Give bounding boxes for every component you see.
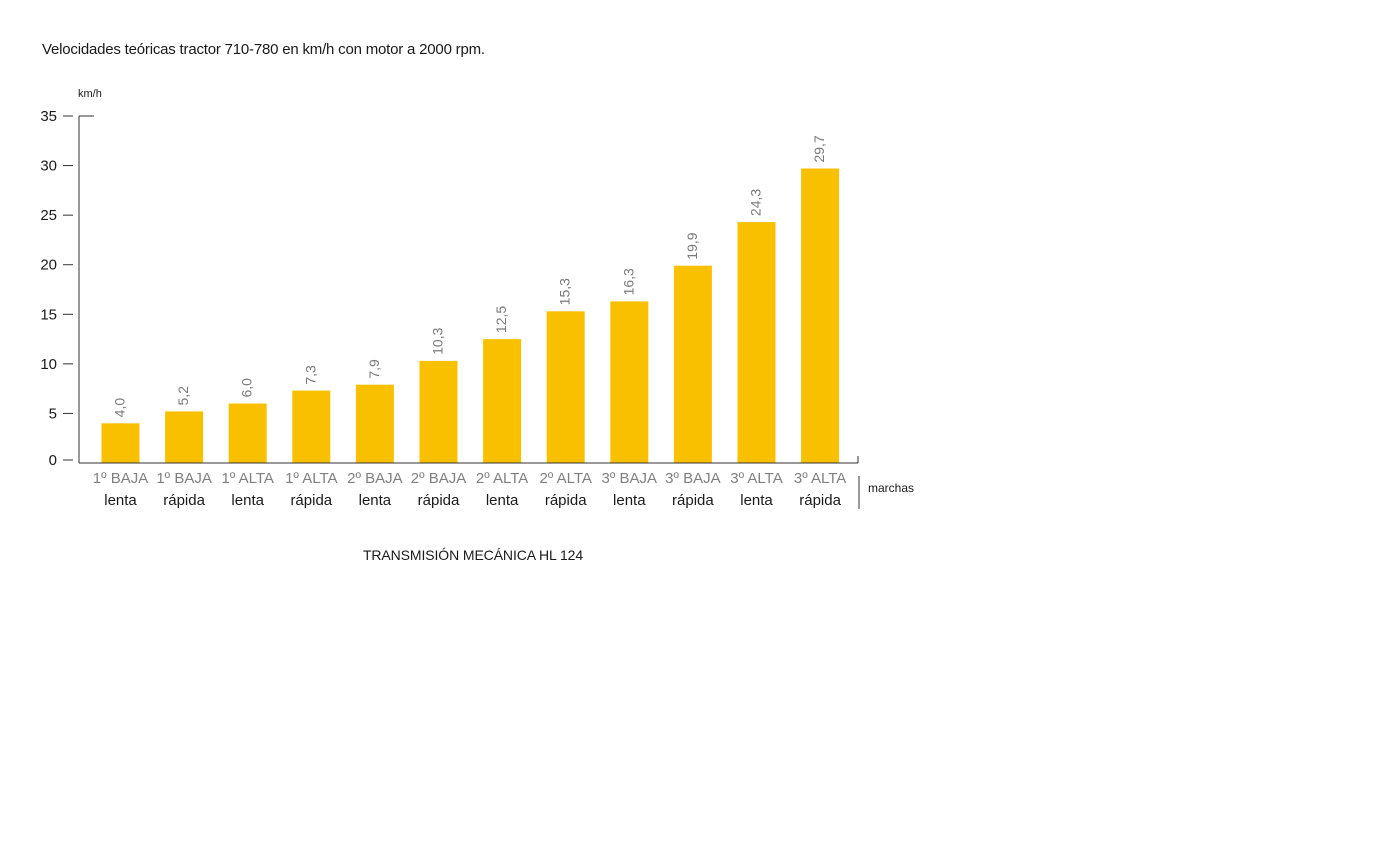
x-tick-label-gear: 1º ALTA bbox=[221, 470, 273, 487]
bar bbox=[801, 168, 840, 463]
x-tick-label-mode: lenta bbox=[104, 492, 137, 509]
y-tick-label: 20 bbox=[40, 257, 57, 274]
x-tick-label-gear: 2º BAJA bbox=[347, 470, 403, 487]
x-axis-unit-label: marchas bbox=[868, 481, 914, 495]
bar bbox=[101, 423, 140, 463]
y-tick-label: 0 bbox=[49, 452, 57, 469]
bar bbox=[419, 360, 458, 463]
y-tick-label: 5 bbox=[49, 405, 57, 422]
x-tick-label-gear: 3º ALTA bbox=[794, 470, 846, 487]
bar bbox=[355, 384, 394, 463]
x-tick-label-gear: 1º BAJA bbox=[93, 470, 149, 487]
bar bbox=[546, 311, 585, 463]
x-tick-label-mode: rápida bbox=[799, 492, 841, 509]
x-tick-label-gear: 2º BAJA bbox=[411, 470, 467, 487]
x-tick-label-mode: lenta bbox=[613, 492, 646, 509]
bar bbox=[292, 390, 331, 463]
bars bbox=[101, 168, 840, 463]
x-tick-label-gear: 3º ALTA bbox=[730, 470, 782, 487]
value-labels: 4,0 5,2 6,0 7,3 7,9 10,3 12,5 15,3 16,3 19,9 24,3 2… bbox=[112, 135, 828, 417]
x-tick-label-mode: rápida bbox=[290, 492, 332, 509]
bar-value-label: 10,3 bbox=[430, 327, 446, 354]
bar-value-label: 29,7 bbox=[811, 135, 827, 162]
x-tick-label-mode: rápida bbox=[163, 492, 205, 509]
chart-title: Velocidades teóricas tractor 710-780 en … bbox=[42, 41, 485, 58]
x-tick-label-gear: 3º BAJA bbox=[602, 470, 658, 487]
x-tick-label-gear: 3º BAJA bbox=[665, 470, 721, 487]
x-tick-label-mode: rápida bbox=[672, 492, 714, 509]
x-tick-label-mode: lenta bbox=[740, 492, 773, 509]
chart-caption: TRANSMISIÓN MECÁNICA HL 124 bbox=[362, 547, 584, 563]
y-tick-label: 15 bbox=[40, 306, 57, 323]
bar bbox=[737, 222, 776, 463]
y-tick-label: 30 bbox=[40, 158, 57, 175]
x-tick-label-gear: 1º BAJA bbox=[156, 470, 212, 487]
x-tick-label-mode: rápida bbox=[545, 492, 587, 509]
bar-value-label: 15,3 bbox=[557, 278, 573, 305]
x-tick-label-mode: lenta bbox=[359, 492, 392, 509]
bar bbox=[673, 265, 712, 463]
bar-value-label: 12,5 bbox=[493, 306, 509, 333]
bar bbox=[610, 301, 649, 463]
x-axis: 1º BAJA lenta 1º BAJA rápida 1º ALTA lenta 1º … bbox=[79, 456, 914, 509]
bar-value-label: 6,0 bbox=[239, 378, 255, 398]
y-tick-label: 25 bbox=[40, 207, 57, 224]
y-tick-label: 10 bbox=[40, 356, 57, 373]
bar bbox=[228, 403, 267, 463]
bar-value-label: 5,2 bbox=[175, 386, 191, 406]
x-tick-label-gear: 2º ALTA bbox=[476, 470, 528, 487]
x-tick-label-gear: 2º ALTA bbox=[539, 470, 591, 487]
bar bbox=[483, 339, 522, 463]
bar-value-label: 16,3 bbox=[620, 268, 636, 295]
bar-value-label: 4,0 bbox=[112, 398, 128, 418]
bar bbox=[165, 411, 204, 463]
y-axis-unit-label: km/h bbox=[78, 88, 102, 100]
bar-value-label: 24,3 bbox=[748, 189, 764, 216]
bar-value-label: 7,9 bbox=[366, 359, 382, 379]
x-tick-label-mode: rápida bbox=[418, 492, 460, 509]
x-tick-label-mode: lenta bbox=[486, 492, 519, 509]
bar-value-label: 19,9 bbox=[684, 232, 700, 259]
y-axis: 0 5 10 15 20 25 30 35 km/h bbox=[40, 88, 102, 469]
y-tick-label: 35 bbox=[40, 108, 57, 125]
x-tick-label-gear: 1º ALTA bbox=[285, 470, 337, 487]
x-tick-label-mode: lenta bbox=[231, 492, 264, 509]
bar-value-label: 7,3 bbox=[302, 365, 318, 385]
